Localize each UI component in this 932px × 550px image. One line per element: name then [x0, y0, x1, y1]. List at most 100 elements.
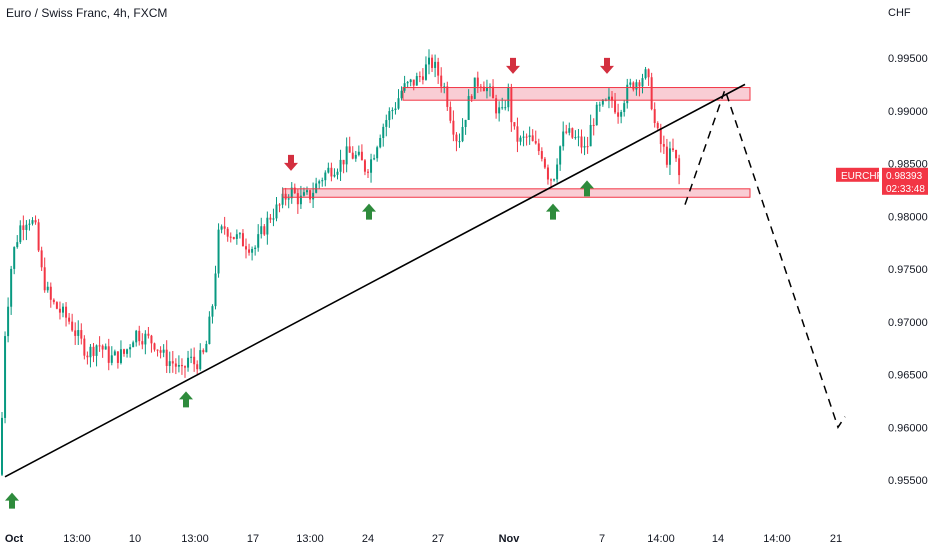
candle	[607, 88, 610, 109]
candle	[589, 114, 592, 147]
candle	[620, 109, 623, 124]
time-axis: Oct 13:00 10 13:00 17 13:00 24 27 Nov 7 14:00 14 14:…	[5, 533, 842, 545]
price-tick-label: 0.97000	[888, 317, 928, 329]
candle	[119, 340, 122, 365]
candle	[525, 133, 528, 146]
candle	[495, 94, 498, 119]
candle	[141, 333, 144, 350]
candle	[418, 71, 421, 83]
candle	[162, 344, 165, 358]
candle	[254, 245, 257, 256]
candle	[650, 72, 653, 111]
candle	[193, 347, 196, 372]
zone-border-0	[402, 87, 751, 101]
candle	[28, 219, 31, 231]
candle	[296, 189, 299, 214]
candle	[528, 126, 531, 145]
candle	[13, 246, 16, 275]
candle	[156, 349, 159, 357]
arrow-down-icon	[600, 57, 614, 74]
candle	[202, 348, 205, 355]
zone-fill-1[interactable]	[283, 188, 750, 198]
candle	[110, 346, 113, 366]
candle	[217, 223, 220, 278]
candle	[623, 99, 626, 117]
price-tick-label: 0.96000	[888, 422, 928, 434]
price-tag-value-bg	[882, 167, 928, 195]
candle	[403, 75, 406, 93]
candle	[245, 238, 247, 259]
price-tag: EURCHF 0.98393 02:33:48	[836, 167, 928, 195]
candle	[485, 79, 488, 99]
candle	[507, 83, 510, 112]
arrow-up-icon	[5, 492, 19, 509]
candle	[226, 227, 229, 242]
candle	[318, 179, 321, 189]
candle	[513, 122, 516, 130]
candle	[71, 313, 74, 332]
candle	[19, 220, 22, 245]
candle	[177, 355, 180, 373]
candle	[263, 224, 266, 236]
time-tick-label: 14:00	[763, 533, 791, 545]
candle	[428, 49, 430, 75]
candle	[424, 56, 427, 81]
candle	[373, 154, 376, 161]
candle	[74, 322, 77, 345]
candle	[595, 101, 598, 126]
time-tick-label: 24	[362, 533, 374, 545]
candle	[446, 81, 449, 111]
zone-fill-0[interactable]	[403, 87, 750, 101]
price-tick-label: 0.98000	[888, 211, 928, 223]
candle	[25, 220, 28, 241]
candle	[208, 311, 211, 345]
time-tick-label: 7	[599, 533, 605, 545]
candle	[43, 257, 46, 293]
price-tag-countdown: 02:33:48	[886, 184, 925, 195]
candle	[159, 346, 162, 359]
candle	[449, 101, 452, 124]
candle	[235, 229, 238, 245]
candle	[577, 128, 580, 147]
candle	[653, 102, 656, 128]
candle	[492, 79, 495, 99]
price-tick-label: 0.97500	[888, 264, 928, 276]
candle	[342, 159, 345, 174]
candle	[278, 203, 281, 213]
candle	[55, 301, 58, 310]
candle	[199, 343, 202, 371]
candle	[415, 72, 418, 86]
chart-title: Euro / Swiss Franc, 4h, FXCM	[6, 6, 168, 20]
candle	[62, 303, 64, 318]
price-tick-label: 0.98500	[888, 159, 928, 171]
time-tick-label: 14:00	[647, 533, 675, 545]
candle	[537, 138, 540, 156]
time-tick-label: 13:00	[181, 533, 209, 545]
candle	[4, 331, 7, 424]
candle	[672, 138, 674, 152]
candles	[1, 49, 681, 476]
candle	[534, 130, 537, 145]
candle	[455, 132, 458, 152]
candle	[321, 177, 324, 187]
arrow-up-icon	[580, 180, 594, 197]
candle	[184, 365, 186, 378]
candle	[324, 170, 327, 187]
candle	[467, 89, 470, 121]
candle	[196, 360, 199, 375]
candle	[614, 92, 617, 115]
candle	[290, 182, 293, 204]
candle	[16, 235, 19, 249]
candle	[638, 79, 641, 97]
candle	[83, 335, 86, 360]
candle	[400, 86, 403, 101]
candle	[348, 136, 351, 153]
candle	[382, 123, 385, 147]
candle	[574, 130, 577, 140]
candle	[211, 304, 214, 324]
price-tick-label: 0.96500	[888, 370, 928, 382]
trendline[interactable]	[4, 83, 746, 478]
candle	[52, 298, 55, 305]
candle	[205, 340, 208, 353]
